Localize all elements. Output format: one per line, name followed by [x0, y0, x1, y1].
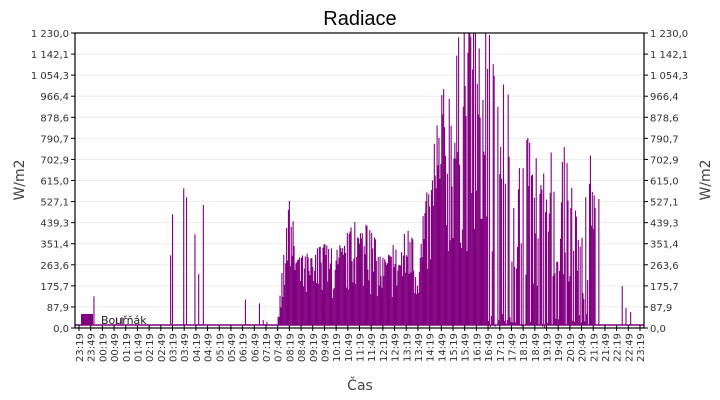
y-tick-label: 1 230,0 [31, 29, 69, 40]
x-tick-label: 19:49 [554, 333, 565, 362]
y-tick-label: 527,1 [650, 198, 679, 209]
x-tick-label: 01:49 [133, 333, 144, 362]
x-tick-label: 17:19 [496, 333, 507, 362]
x-tick-label: 05:49 [227, 333, 238, 362]
y-tick-label: 1 054,3 [650, 71, 688, 82]
legend: Bouřňák [81, 314, 147, 327]
y-tick-label: 702,9 [40, 155, 69, 166]
x-tick-label: 11:49 [367, 333, 378, 362]
y-tick-label: 351,4 [40, 240, 69, 251]
x-tick-label: 02:19 [145, 333, 156, 362]
y-axis-label-left: W/m2 [12, 159, 28, 200]
x-tick-label: 10:49 [344, 333, 355, 362]
x-tick-label: 04:19 [192, 333, 203, 362]
x-tick-label: 22:19 [613, 333, 624, 362]
x-tick-label: 12:49 [391, 333, 402, 362]
x-tick-label: 08:49 [297, 333, 308, 362]
x-tick-label: 11:19 [356, 333, 367, 362]
y-tick-label: 615,0 [40, 177, 69, 188]
legend-label: Bouřňák [101, 314, 147, 327]
y-tick-label: 87,9 [650, 303, 672, 314]
x-tick-label: 08:19 [285, 333, 296, 362]
x-tick-label: 17:49 [507, 333, 518, 362]
data-series-bars [75, 33, 644, 328]
x-tick-label: 13:49 [414, 333, 425, 362]
y-tick-label: 0,0 [53, 324, 69, 335]
y-tick-label: 527,1 [40, 198, 69, 209]
y-tick-label: 263,6 [650, 261, 679, 272]
x-tick-label: 18:49 [531, 333, 542, 362]
y-tick-label: 1 230,0 [650, 29, 688, 40]
y-axis-left: 0,0 87,9 175,7 263,6 351,4 439,3 527,1 615,0 702… [31, 29, 75, 335]
y-tick-label: 966,4 [40, 92, 69, 103]
y-tick-label: 702,9 [650, 155, 679, 166]
chart-title: Radiace [323, 8, 396, 30]
x-tick-label: 15:49 [461, 333, 472, 362]
y-tick-label: 175,7 [650, 282, 679, 293]
x-tick-label: 15:19 [449, 333, 460, 362]
x-tick-label: 02:49 [157, 333, 168, 362]
x-tick-label: 16:19 [472, 333, 483, 362]
x-tick-label: 21:19 [589, 333, 600, 362]
x-tick-label: 03:49 [180, 333, 191, 362]
y-tick-label: 263,6 [40, 261, 69, 272]
x-tick-label: 04:49 [204, 333, 215, 362]
x-tick-label: 13:19 [402, 333, 413, 362]
x-tick-label: 09:19 [309, 333, 320, 362]
x-axis-label: Čas [347, 376, 373, 394]
x-tick-label: 06:49 [250, 333, 261, 362]
x-tick-label: 21:49 [601, 333, 612, 362]
y-tick-label: 0,0 [650, 324, 666, 335]
x-axis: 23:19 23:49 00:19 00:49 01:19 01:49 02:19 02:49… [75, 325, 647, 362]
x-tick-label: 22:49 [624, 333, 635, 362]
y-tick-label: 790,7 [40, 134, 69, 145]
x-tick-label: 05:19 [215, 333, 226, 362]
x-tick-label: 10:19 [332, 333, 343, 362]
x-tick-label: 23:19 [75, 333, 86, 362]
x-tick-label: 19:19 [543, 333, 554, 362]
y-axis-label-right: W/m2 [698, 159, 714, 200]
grid-lines [75, 53, 644, 308]
y-tick-label: 966,4 [650, 92, 679, 103]
x-tick-label: 14:19 [426, 333, 437, 362]
y-tick-label: 351,4 [650, 240, 679, 251]
x-tick-label: 00:19 [98, 333, 109, 362]
x-tick-label: 07:19 [262, 333, 273, 362]
y-tick-label: 878,6 [40, 113, 69, 124]
x-tick-label: 20:49 [578, 333, 589, 362]
y-tick-label: 790,7 [650, 134, 679, 145]
x-tick-label: 23:49 [87, 333, 98, 362]
x-tick-label: 01:19 [122, 333, 133, 362]
y-tick-label: 615,0 [650, 177, 679, 188]
x-tick-label: 20:19 [566, 333, 577, 362]
x-tick-label: 14:49 [437, 333, 448, 362]
y-tick-label: 439,3 [650, 219, 679, 230]
x-tick-label: 23:19 [636, 333, 647, 362]
y-axis-right: 0,0 87,9 175,7 263,6 351,4 439,3 527,1 615,0 702… [644, 29, 688, 335]
y-tick-label: 439,3 [40, 219, 69, 230]
x-tick-label: 03:19 [169, 333, 180, 362]
x-tick-label: 16:49 [484, 333, 495, 362]
legend-swatch [81, 314, 93, 325]
y-tick-label: 1 142,1 [31, 50, 69, 61]
x-tick-label: 18:19 [519, 333, 530, 362]
y-tick-label: 87,9 [47, 303, 69, 314]
y-tick-label: 1 054,3 [31, 71, 69, 82]
x-tick-label: 09:49 [320, 333, 331, 362]
x-tick-label: 06:19 [239, 333, 250, 362]
x-tick-label: 12:19 [379, 333, 390, 362]
x-tick-label: 00:49 [110, 333, 121, 362]
x-tick-label: 07:49 [274, 333, 285, 362]
y-tick-label: 1 142,1 [650, 50, 688, 61]
y-tick-label: 175,7 [40, 282, 69, 293]
y-tick-label: 878,6 [650, 113, 679, 124]
